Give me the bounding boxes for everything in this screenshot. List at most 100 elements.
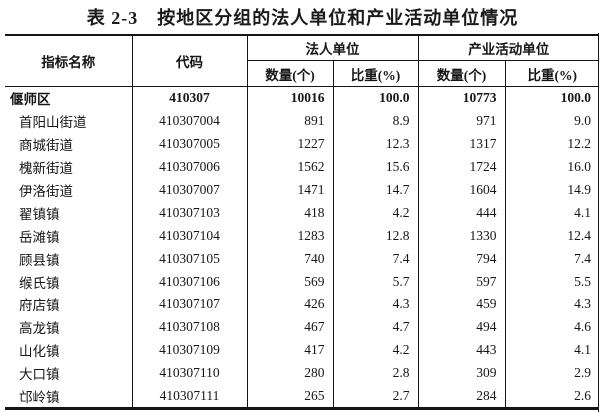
- cell-industrial-proportion: 4.1: [504, 201, 599, 225]
- cell-code: 410307106: [131, 270, 247, 294]
- cell-legal-quantity: 417: [246, 338, 333, 362]
- cell-industrial-quantity: 10773: [417, 86, 505, 110]
- cell-industrial-proportion: 4.1: [504, 338, 599, 362]
- cell-industrial-quantity: 597: [417, 270, 505, 294]
- table-row: 首阳山街道 410307004 891 8.9 971 9.0: [5, 109, 599, 133]
- cell-legal-proportion: 5.7: [332, 270, 418, 294]
- header-legal-proportion: 比重(%): [332, 60, 418, 87]
- cell-industrial-quantity: 444: [417, 201, 505, 225]
- header-legal-units-group: 法人单位: [246, 35, 418, 61]
- cell-industrial-proportion: 9.0: [504, 109, 599, 133]
- table-row: 大口镇 410307110 280 2.8 309 2.9: [5, 361, 599, 385]
- cell-legal-proportion: 4.2: [332, 201, 418, 225]
- cell-legal-proportion: 4.3: [332, 293, 418, 316]
- header-industrial-units-group: 产业活动单位: [417, 35, 599, 61]
- cell-indicator-name: 翟镇镇: [19, 206, 60, 222]
- cell-legal-quantity: 418: [246, 201, 333, 225]
- cell-code: 410307109: [131, 338, 247, 362]
- cell-legal-quantity: 569: [246, 270, 333, 294]
- cell-indicator-name: 偃师区: [10, 92, 51, 108]
- table-row: 山化镇 410307109 417 4.2 443 4.1: [5, 338, 599, 362]
- table-row: 府店镇 410307107 426 4.3 459 4.3: [5, 293, 599, 316]
- cell-code: 410307108: [131, 315, 247, 339]
- cell-industrial-proportion: 14.9: [504, 178, 599, 202]
- cell-legal-quantity: 265: [246, 384, 333, 409]
- cell-legal-proportion: 15.6: [332, 155, 418, 179]
- header-legal-quantity: 数量(个): [246, 60, 333, 87]
- cell-legal-quantity: 467: [246, 315, 333, 339]
- cell-code: 410307006: [131, 155, 247, 179]
- header-row-groups: 指标名称 代码 法人单位 产业活动单位: [5, 35, 599, 87]
- cell-indicator-name: 伊洛街道: [19, 184, 73, 199]
- table-body: 偃师区 410307 10016 100.0 10773 100.0 首阳山街道 410307…: [5, 86, 599, 409]
- cell-industrial-proportion: 7.4: [504, 247, 599, 271]
- table-row: 商城街道 410307005 1227 12.3 1317 12.2: [5, 132, 599, 156]
- cell-indicator-name: 高龙镇: [19, 321, 60, 337]
- cell-legal-proportion: 2.7: [332, 384, 418, 409]
- header-indicator-name: 指标名称: [5, 35, 132, 87]
- page-right-border: [598, 33, 599, 412]
- cell-legal-proportion: 14.7: [332, 178, 418, 202]
- cell-legal-quantity: 740: [246, 247, 333, 271]
- cell-code: 410307005: [131, 132, 247, 156]
- cell-legal-quantity: 1471: [246, 178, 333, 202]
- cell-legal-quantity: 426: [246, 293, 333, 316]
- table-row: 岳滩镇 410307104 1283 12.8 1330 12.4: [5, 224, 599, 248]
- cell-indicator-name: 商城街道: [19, 138, 73, 154]
- cell-code: 410307: [131, 86, 247, 110]
- cell-industrial-proportion: 100.0: [504, 86, 599, 110]
- cell-indicator-name: 山化镇: [19, 344, 60, 360]
- header-code: 代码: [131, 35, 247, 87]
- cell-indicator-name: 府店镇: [19, 298, 60, 314]
- cell-legal-proportion: 7.4: [332, 247, 418, 271]
- table-header: 指标名称 代码 法人单位 产业活动单位 数量(个) 比重(%) 数量(个) 比重…: [5, 35, 599, 87]
- cell-legal-quantity: 1562: [246, 155, 333, 179]
- cell-industrial-proportion: 12.4: [504, 224, 599, 248]
- cell-industrial-quantity: 1724: [417, 155, 505, 179]
- cell-legal-proportion: 12.8: [332, 224, 418, 248]
- cell-legal-quantity: 1283: [246, 224, 333, 248]
- cell-industrial-proportion: 4.6: [504, 315, 599, 339]
- cell-industrial-quantity: 284: [417, 384, 505, 409]
- cell-legal-quantity: 280: [246, 361, 333, 385]
- cell-legal-proportion: 4.7: [332, 315, 418, 339]
- cell-code: 410307107: [131, 293, 247, 316]
- cell-industrial-quantity: 1317: [417, 132, 505, 156]
- cell-legal-quantity: 10016: [246, 86, 333, 110]
- cell-indicator-name: 缑氏镇: [19, 275, 60, 291]
- cell-industrial-proportion: 2.6: [504, 384, 599, 409]
- header-industrial-proportion: 比重(%): [504, 60, 599, 87]
- cell-indicator-name: 大口镇: [19, 367, 60, 383]
- table-title: 表 2-3 按地区分组的法人单位和产业活动单位情况: [86, 8, 519, 28]
- cell-indicator-name: 槐新街道: [19, 161, 73, 177]
- cell-industrial-quantity: 971: [417, 109, 505, 133]
- table-row: 伊洛街道 410307007 1471 14.7 1604 14.9: [5, 178, 599, 202]
- cell-legal-quantity: 891: [246, 109, 333, 133]
- region-units-table: 指标名称 代码 法人单位 产业活动单位 数量(个) 比重(%) 数量(个) 比重…: [5, 34, 599, 411]
- cell-code: 410307104: [131, 224, 247, 248]
- cell-industrial-quantity: 1604: [417, 178, 505, 202]
- cell-code: 410307004: [131, 109, 247, 133]
- cell-legal-quantity: 1227: [246, 132, 333, 156]
- cell-indicator-name: 顾县镇: [19, 252, 60, 268]
- cell-code: 410307111: [131, 384, 247, 409]
- cell-legal-proportion: 4.2: [332, 338, 418, 362]
- cell-industrial-quantity: 443: [417, 338, 505, 362]
- cell-legal-proportion: 2.8: [332, 361, 418, 385]
- cell-industrial-quantity: 1330: [417, 224, 505, 248]
- cell-indicator-name: 岳滩镇: [19, 229, 60, 245]
- cell-industrial-proportion: 12.2: [504, 132, 599, 156]
- table-row: 顾县镇 410307105 740 7.4 794 7.4: [5, 247, 599, 271]
- table-row: 翟镇镇 410307103 418 4.2 444 4.1: [5, 201, 599, 225]
- cell-industrial-quantity: 494: [417, 315, 505, 339]
- cell-industrial-proportion: 4.3: [504, 293, 599, 316]
- cell-industrial-proportion: 16.0: [504, 155, 599, 179]
- cell-code: 410307103: [131, 201, 247, 225]
- cell-indicator-name: 首阳山街道: [19, 115, 87, 131]
- cell-code: 410307007: [131, 178, 247, 202]
- table-row: 偃师区 410307 10016 100.0 10773 100.0: [5, 86, 599, 110]
- cell-industrial-quantity: 309: [417, 361, 505, 385]
- table-row: 缑氏镇 410307106 569 5.7 597 5.5: [5, 270, 599, 294]
- cell-industrial-quantity: 794: [417, 247, 505, 271]
